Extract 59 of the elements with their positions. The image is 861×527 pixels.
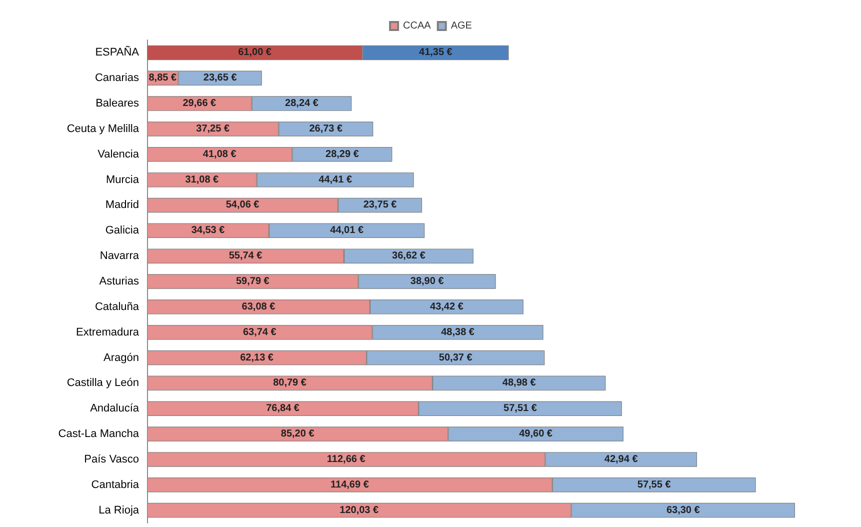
data-label: 54,06 € <box>226 200 260 211</box>
data-label: 43,42 € <box>430 301 464 312</box>
data-label: 48,38 € <box>441 326 475 338</box>
data-label: 31,08 € <box>185 174 220 186</box>
data-label: 23,65 € <box>203 72 238 84</box>
y-tick-label: Navarra <box>100 250 140 262</box>
data-label: 8,85 € <box>148 72 177 84</box>
y-tick-label: Baleares <box>96 98 140 110</box>
y-tick-label: Castilla y León <box>66 377 139 390</box>
data-label: 28,29 € <box>326 148 360 160</box>
data-label: 41,35 € <box>419 47 453 58</box>
y-tick-label: Cast-La Mancha <box>58 428 140 440</box>
data-label: 26,73 € <box>309 123 344 134</box>
data-label: 44,01 € <box>330 225 364 236</box>
data-label: 48,98 € <box>502 378 536 389</box>
data-label: 29,66 € <box>182 98 217 110</box>
data-label: 28,24 € <box>285 98 319 110</box>
data-label: 63,74 € <box>242 326 277 338</box>
y-tick-label: La Rioja <box>98 504 140 516</box>
data-label: 49,60 € <box>519 428 553 440</box>
y-tick-label: Asturias <box>99 276 140 288</box>
y-tick-label: Cantabria <box>91 478 140 491</box>
data-label: 61,00 € <box>238 47 272 58</box>
data-label: 80,79 € <box>273 378 307 389</box>
data-label: 112,66 € <box>326 454 366 465</box>
data-label: 50,37 € <box>438 352 473 364</box>
y-tick-label: País Vasco <box>84 453 139 466</box>
data-label: 38,90 € <box>410 276 444 287</box>
data-label: 114,69 € <box>330 479 370 490</box>
data-label: 23,75 € <box>363 200 398 211</box>
data-label: 85,20 € <box>280 428 315 440</box>
legend-label: CCAA <box>403 20 432 32</box>
data-label: 37,25 € <box>196 123 230 134</box>
y-tick-label: Extremadura <box>76 326 140 338</box>
y-tick-label: Valencia <box>98 148 140 160</box>
y-tick-label: ESPAÑA <box>95 46 140 59</box>
data-label: 41,08 € <box>202 148 237 160</box>
data-label: 44,41 € <box>318 174 352 186</box>
data-label: 59,79 € <box>236 276 270 287</box>
data-label: 62,13 € <box>240 352 274 364</box>
data-label: 42,94 € <box>604 454 638 465</box>
data-label: 57,51 € <box>504 403 538 414</box>
data-label: 76,84 € <box>266 403 300 414</box>
y-tick-label: Madrid <box>105 199 139 212</box>
y-tick-label: Galicia <box>105 224 140 237</box>
legend-label: AGE <box>450 20 472 32</box>
data-label: 57,55 € <box>637 479 672 490</box>
data-label: 63,08 € <box>242 301 276 312</box>
data-label: 120,03 € <box>340 504 380 516</box>
y-tick-label: Ceuta y Melilla <box>66 122 140 135</box>
y-tick-label: Cataluña <box>94 300 140 313</box>
data-label: 34,53 € <box>191 225 226 236</box>
data-label: 55,74 € <box>228 250 263 262</box>
data-label: 63,30 € <box>666 504 700 516</box>
y-tick-label: Canarias <box>94 72 140 84</box>
y-tick-label: Andalucía <box>90 402 140 415</box>
y-tick-label: Murcia <box>106 174 140 186</box>
y-tick-label: Aragón <box>104 352 139 364</box>
data-label: 36,62 € <box>392 250 426 262</box>
